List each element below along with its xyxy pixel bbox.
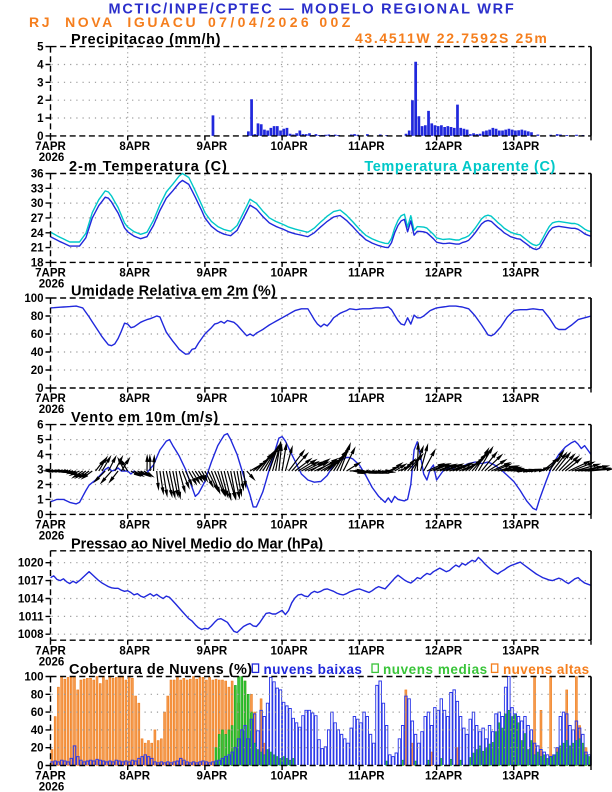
svg-text:13APR: 13APR bbox=[502, 520, 540, 532]
svg-text:1011: 1011 bbox=[19, 611, 45, 623]
svg-text:11APR: 11APR bbox=[348, 393, 385, 405]
svg-text:13APR: 13APR bbox=[502, 771, 540, 783]
svg-text:9APR: 9APR bbox=[197, 645, 228, 657]
svg-text:Umidade Relativa em 2m (%): Umidade Relativa em 2m (%) bbox=[71, 284, 276, 300]
svg-text:nuvens altas: nuvens altas bbox=[503, 662, 590, 677]
svg-text:13APR: 13APR bbox=[502, 141, 540, 153]
svg-text:12APR: 12APR bbox=[425, 268, 463, 280]
svg-text:9APR: 9APR bbox=[197, 393, 228, 405]
svg-text:7APR: 7APR bbox=[35, 520, 66, 532]
svg-text:2: 2 bbox=[37, 95, 43, 107]
svg-text:5: 5 bbox=[37, 42, 44, 54]
svg-text:2026: 2026 bbox=[39, 531, 65, 543]
svg-text:1008: 1008 bbox=[18, 629, 44, 641]
svg-text:12APR: 12APR bbox=[425, 771, 463, 783]
svg-text:11APR: 11APR bbox=[348, 520, 385, 532]
svg-text:13APR: 13APR bbox=[502, 393, 540, 405]
svg-text:3: 3 bbox=[37, 465, 43, 477]
svg-text:2026: 2026 bbox=[39, 656, 65, 668]
svg-text:43.4511W 22.7592S 25m: 43.4511W 22.7592S 25m bbox=[355, 30, 548, 46]
svg-text:10APR: 10APR bbox=[271, 645, 309, 657]
svg-text:2026: 2026 bbox=[39, 152, 65, 164]
svg-text:20: 20 bbox=[31, 743, 44, 755]
svg-text:2026: 2026 bbox=[39, 782, 65, 792]
svg-text:RJ NOVA IGUACU: RJ NOVA IGUACU bbox=[29, 14, 198, 30]
svg-text:Cobertura de Nuvens (%): Cobertura de Nuvens (%) bbox=[69, 662, 253, 678]
svg-text:10APR: 10APR bbox=[271, 771, 309, 783]
svg-text:4: 4 bbox=[37, 60, 44, 72]
svg-text:12APR: 12APR bbox=[425, 141, 463, 153]
svg-text:nuvens medias: nuvens medias bbox=[383, 662, 488, 677]
svg-text:2026: 2026 bbox=[39, 404, 65, 416]
svg-text:7APR: 7APR bbox=[35, 268, 66, 280]
svg-text:9APR: 9APR bbox=[197, 268, 228, 280]
svg-text:2-m Temperatura (C): 2-m Temperatura (C) bbox=[69, 159, 228, 175]
svg-text:2026: 2026 bbox=[39, 279, 65, 291]
svg-text:11APR: 11APR bbox=[348, 268, 385, 280]
svg-text:5: 5 bbox=[37, 435, 44, 447]
svg-text:33: 33 bbox=[31, 183, 44, 195]
svg-text:8APR: 8APR bbox=[119, 141, 150, 153]
svg-text:100: 100 bbox=[24, 672, 43, 684]
svg-text:11APR: 11APR bbox=[348, 645, 385, 657]
svg-text:18: 18 bbox=[31, 257, 44, 269]
svg-text:Temperatura Aparente (C): Temperatura Aparente (C) bbox=[364, 159, 556, 175]
svg-text:21: 21 bbox=[31, 243, 44, 255]
svg-text:0: 0 bbox=[37, 131, 43, 143]
svg-text:8APR: 8APR bbox=[119, 268, 150, 280]
svg-text:10APR: 10APR bbox=[271, 520, 309, 532]
svg-text:9APR: 9APR bbox=[197, 520, 228, 532]
svg-text:1: 1 bbox=[37, 494, 44, 506]
svg-text:30: 30 bbox=[31, 198, 44, 210]
svg-text:1: 1 bbox=[37, 113, 44, 125]
svg-text:10APR: 10APR bbox=[271, 141, 309, 153]
svg-text:36: 36 bbox=[31, 169, 44, 181]
svg-text:12APR: 12APR bbox=[425, 393, 463, 405]
svg-text:9APR: 9APR bbox=[197, 771, 228, 783]
svg-text:8APR: 8APR bbox=[119, 771, 150, 783]
svg-text:4: 4 bbox=[37, 450, 44, 462]
svg-text:10APR: 10APR bbox=[271, 268, 309, 280]
svg-text:7APR: 7APR bbox=[35, 141, 66, 153]
svg-text:20: 20 bbox=[31, 365, 44, 377]
svg-text:1014: 1014 bbox=[18, 594, 44, 606]
svg-text:7APR: 7APR bbox=[35, 771, 66, 783]
svg-text:100: 100 bbox=[24, 293, 43, 305]
svg-text:07/04/2026 00Z: 07/04/2026 00Z bbox=[208, 14, 354, 30]
svg-text:40: 40 bbox=[31, 725, 44, 737]
svg-text:0: 0 bbox=[37, 761, 43, 773]
svg-text:7APR: 7APR bbox=[35, 645, 66, 657]
svg-text:12APR: 12APR bbox=[425, 520, 463, 532]
svg-text:0: 0 bbox=[37, 509, 43, 521]
svg-text:2: 2 bbox=[37, 480, 43, 492]
svg-text:Precipitacao (mm/h): Precipitacao (mm/h) bbox=[71, 32, 221, 48]
svg-text:1020: 1020 bbox=[18, 558, 44, 570]
svg-text:1017: 1017 bbox=[18, 576, 44, 588]
svg-text:7APR: 7APR bbox=[35, 393, 66, 405]
svg-text:80: 80 bbox=[31, 311, 44, 323]
svg-text:8APR: 8APR bbox=[119, 645, 150, 657]
svg-text:12APR: 12APR bbox=[425, 645, 463, 657]
svg-text:11APR: 11APR bbox=[348, 771, 385, 783]
svg-text:11APR: 11APR bbox=[348, 141, 385, 153]
svg-text:6: 6 bbox=[37, 420, 43, 432]
svg-text:8APR: 8APR bbox=[119, 393, 150, 405]
svg-text:8APR: 8APR bbox=[119, 520, 150, 532]
svg-text:13APR: 13APR bbox=[502, 268, 540, 280]
svg-text:Pressao ao Nivel Medio do Mar: Pressao ao Nivel Medio do Mar (hPa) bbox=[71, 536, 323, 552]
svg-text:80: 80 bbox=[31, 689, 44, 701]
svg-text:0: 0 bbox=[37, 383, 43, 395]
svg-text:10APR: 10APR bbox=[271, 393, 309, 405]
svg-text:60: 60 bbox=[31, 329, 44, 341]
svg-text:27: 27 bbox=[31, 213, 44, 225]
svg-text:60: 60 bbox=[31, 707, 44, 719]
svg-text:40: 40 bbox=[31, 347, 44, 359]
svg-text:24: 24 bbox=[31, 228, 44, 240]
svg-text:3: 3 bbox=[37, 77, 43, 89]
svg-text:13APR: 13APR bbox=[502, 645, 540, 657]
svg-text:Vento em 10m (m/s): Vento em 10m (m/s) bbox=[71, 410, 219, 426]
svg-text:9APR: 9APR bbox=[197, 141, 228, 153]
svg-text:MCTIC/INPE/CPTEC — MODELO REGI: MCTIC/INPE/CPTEC — MODELO REGIONAL WRF bbox=[109, 2, 516, 18]
svg-text:nuvens baixas: nuvens baixas bbox=[264, 662, 363, 677]
